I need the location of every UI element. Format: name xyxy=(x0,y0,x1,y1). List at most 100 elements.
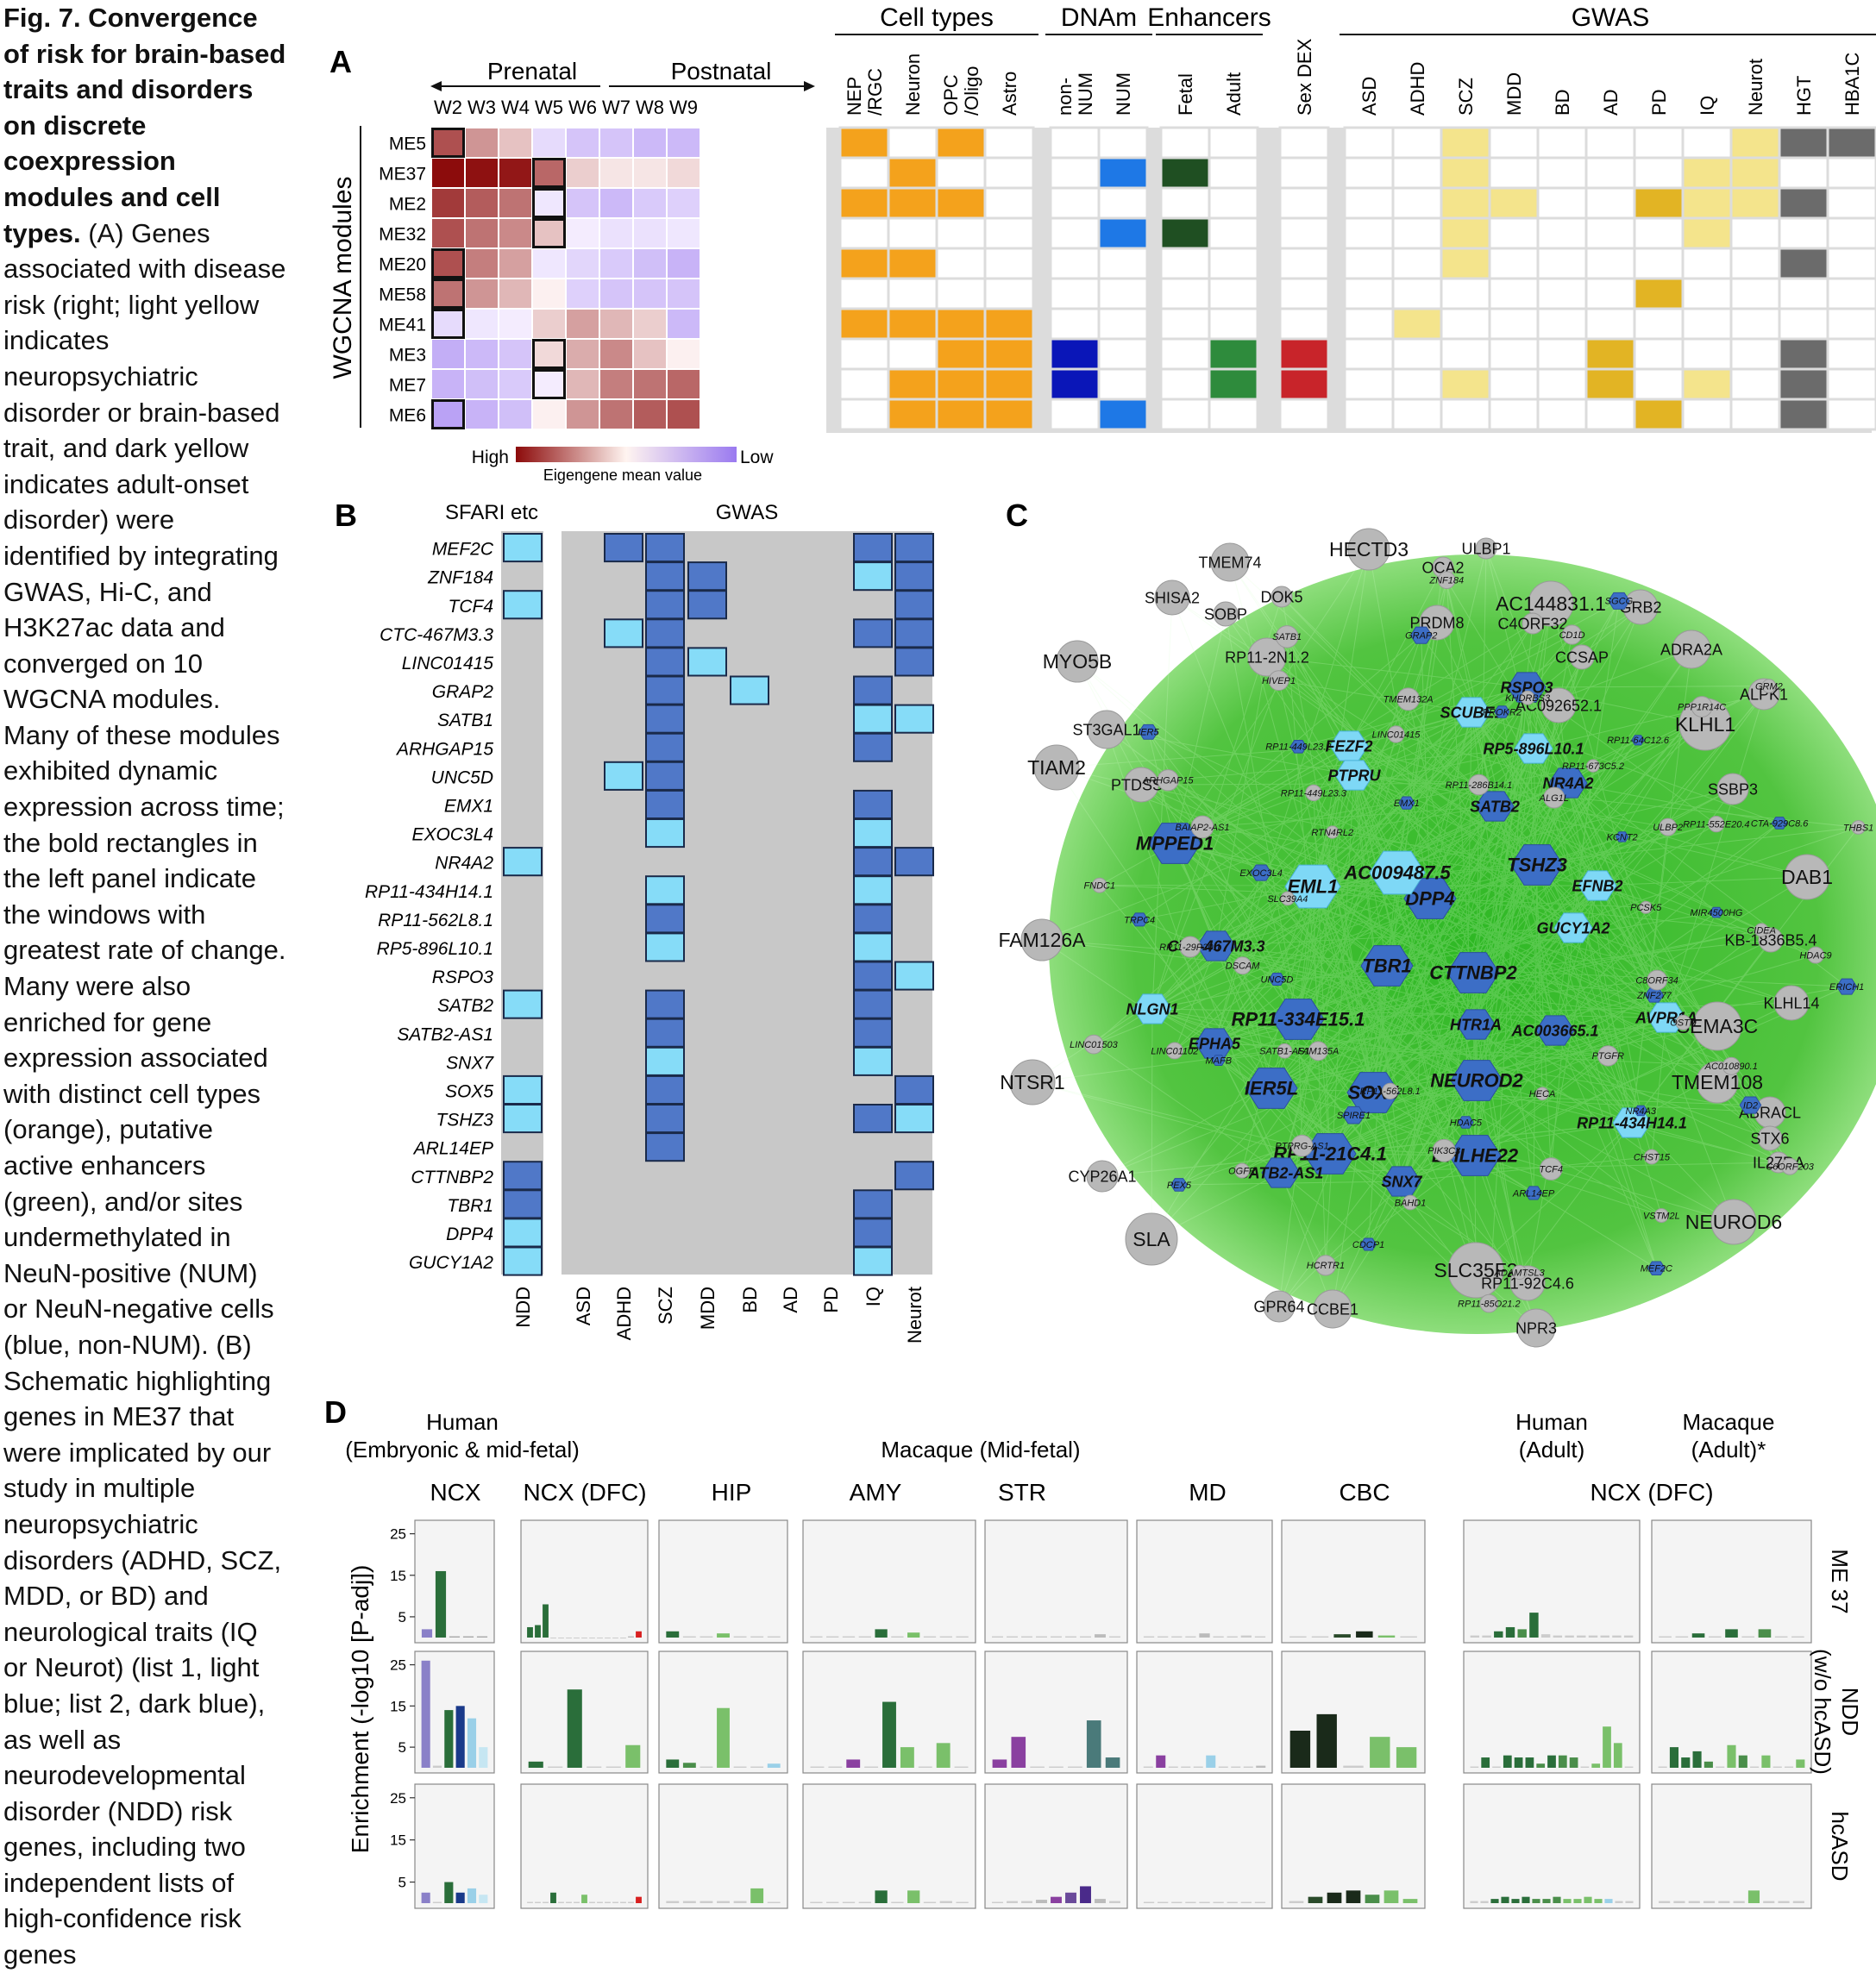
gene-risk-cell xyxy=(646,1133,684,1161)
enrichment-bar xyxy=(1511,1899,1519,1903)
gene-risk-cell xyxy=(854,991,892,1018)
node-label: SSBP3 xyxy=(1708,780,1758,798)
annotation-cell-gwas xyxy=(1538,128,1586,158)
gene-risk-cell xyxy=(854,619,892,647)
enrichment-bar xyxy=(846,1759,860,1768)
postnatal-label: Postnatal xyxy=(671,58,772,85)
eigengene-cell xyxy=(667,158,700,188)
enrichment-bar xyxy=(683,1763,696,1768)
gene-risk-cell xyxy=(854,562,892,590)
annotation-cell-gwas xyxy=(1538,369,1586,399)
column-label-num: NUM xyxy=(1113,72,1134,116)
annotation-cell-gwas xyxy=(1683,399,1731,429)
enrichment-bar xyxy=(955,1767,969,1768)
enrichment-bar xyxy=(1541,1634,1550,1638)
eigengene-cell xyxy=(633,128,667,158)
enrichment-bar xyxy=(683,1901,696,1903)
eigengene-cell xyxy=(599,128,633,158)
node-label: SGCG xyxy=(1605,597,1634,607)
annotation-cell-celltypes xyxy=(937,188,985,218)
annotation-cell-celltypes xyxy=(985,279,1033,309)
annotation-cell-gwas xyxy=(1538,339,1586,369)
network-node-emx1: EMX1 xyxy=(1394,797,1420,809)
gene-risk-cell xyxy=(504,1248,542,1275)
node-label: PEX5 xyxy=(1167,1181,1192,1191)
enrichment-bar xyxy=(433,1902,442,1903)
gene-risk-cell xyxy=(504,1190,542,1218)
gene-risk-cell xyxy=(895,534,933,561)
node-label: KCNT2 xyxy=(1607,832,1638,842)
enrichment-bar xyxy=(1624,1636,1633,1638)
node-label: HECA xyxy=(1529,1089,1556,1099)
column-label-iq: IQ xyxy=(1697,96,1718,116)
annotation-cell-gwas xyxy=(1586,188,1634,218)
annotation-cell-celltypes xyxy=(888,248,937,279)
network-node-sla: SLA xyxy=(1126,1213,1177,1265)
enrichment-bar xyxy=(1169,1767,1178,1768)
gene-risk-cell xyxy=(854,1218,892,1246)
node-label: GRAP2 xyxy=(1405,631,1437,642)
gene-risk-cell xyxy=(895,705,933,733)
gene-label-satb2: SATB2 xyxy=(437,996,493,1016)
annotation-cell-gwas xyxy=(1683,158,1731,188)
gene-risk-cell xyxy=(646,1019,684,1047)
enrichment-bar xyxy=(734,1767,747,1768)
node-label: TRPC4 xyxy=(1124,915,1155,925)
node-label: PTGFR xyxy=(1592,1051,1624,1062)
annotation-cell-dnam xyxy=(1051,248,1099,279)
enrichment-bar xyxy=(1400,1637,1417,1638)
eigengene-cell xyxy=(499,158,532,188)
enrichment-bar xyxy=(581,1895,587,1903)
annotation-cell-gwas xyxy=(1441,309,1490,339)
gene-risk-cell xyxy=(605,619,643,647)
enrichment-bar xyxy=(543,1902,549,1903)
annotation-cell-gwas xyxy=(1345,218,1393,248)
annotation-cell-celltypes xyxy=(840,339,888,369)
annotation-cell-celltypes xyxy=(888,369,937,399)
annotation-cell-gwas xyxy=(1586,309,1634,339)
bar-panel xyxy=(803,1520,976,1643)
bar-panel-frame xyxy=(803,1784,976,1908)
annotation-cell-gwas xyxy=(1828,128,1876,158)
column-label-adhd: ADHD xyxy=(1407,62,1428,116)
enrichment-bar xyxy=(1603,1726,1611,1768)
enrichment-bar xyxy=(1007,1901,1018,1903)
annotation-cell-gwas xyxy=(1634,218,1683,248)
node-label: RP11-29P20.1 xyxy=(1159,943,1220,953)
eigengene-cell xyxy=(633,188,667,218)
node-label: CD1D xyxy=(1559,630,1585,641)
enrichment-bar xyxy=(1316,1714,1336,1768)
network-node-adamtsl3: ADAMTSL3 xyxy=(1494,1265,1546,1279)
bar-panel xyxy=(1282,1651,1425,1773)
enrichment-bar xyxy=(875,1629,887,1638)
annotation-cell-gwas xyxy=(1779,339,1828,369)
annotation-cell-gwas xyxy=(1441,218,1490,248)
eigengene-cell xyxy=(431,279,465,309)
node-label: PROKR2 xyxy=(1483,707,1522,717)
annotation-cell-dnam xyxy=(1099,309,1147,339)
eigengene-cell xyxy=(465,158,499,188)
gene-risk-cell xyxy=(646,762,684,790)
annotation-cell-gwas xyxy=(1490,188,1538,218)
annotation-cell-enhancers xyxy=(1161,158,1209,188)
eigengene-cell xyxy=(633,339,667,369)
enrichment-bar xyxy=(479,1747,487,1768)
annotation-cell-dnam xyxy=(1099,369,1147,399)
enrichment-bar xyxy=(1589,1636,1597,1638)
eigengene-cell xyxy=(667,309,700,339)
annotation-cell-dnam xyxy=(1051,188,1099,218)
column-label-opc-oligo: OPC/Oligo xyxy=(940,66,982,116)
enrichment-bar xyxy=(1591,1763,1600,1768)
eigengene-cell xyxy=(499,279,532,309)
node-label: ST3GAL1 xyxy=(1072,721,1140,738)
annotation-cell-celltypes xyxy=(888,218,937,248)
enrichment-bar xyxy=(1503,1756,1512,1768)
annotation-cell-sexdex xyxy=(1280,279,1328,309)
annotation-cell-celltypes xyxy=(985,188,1033,218)
node-label: CYP26A1 xyxy=(1068,1168,1136,1185)
eigengene-cell xyxy=(667,218,700,248)
enrichment-bar xyxy=(1490,1899,1498,1903)
window-label-w6: W6 xyxy=(568,97,597,118)
enrichment-bar xyxy=(1144,1902,1154,1903)
